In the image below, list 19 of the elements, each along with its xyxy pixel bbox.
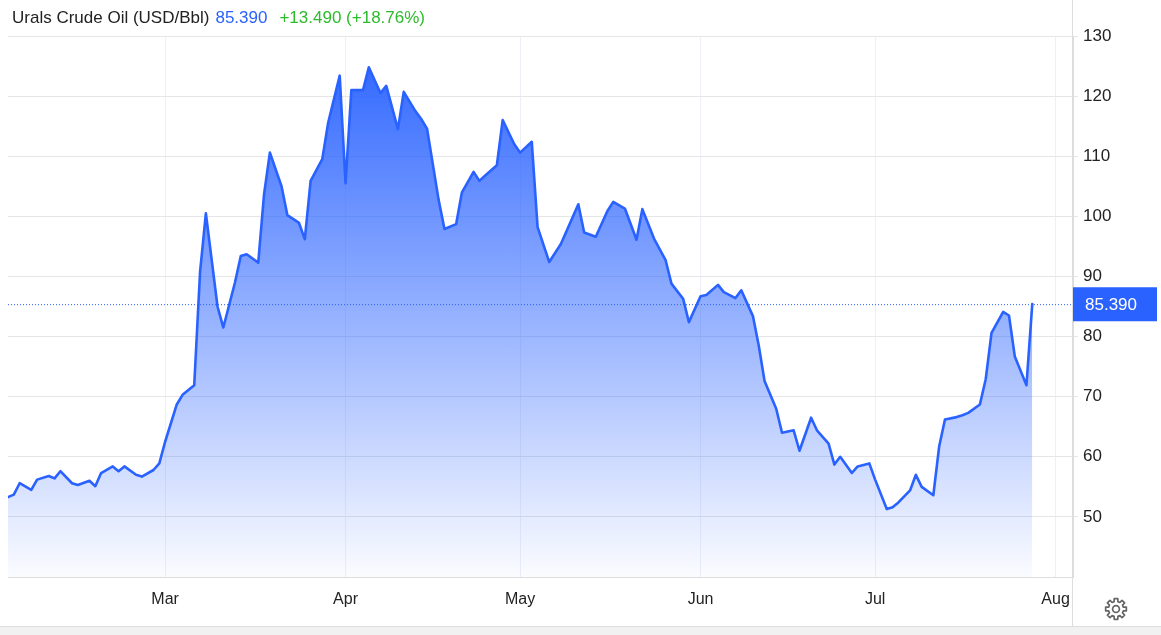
x-tick-label: May	[505, 590, 536, 608]
y-tick-label: 100	[1083, 206, 1112, 226]
y-tick-label: 110	[1083, 145, 1111, 165]
y-tick-label: 80	[1083, 326, 1102, 346]
y-tick-label: 120	[1083, 85, 1112, 105]
y-tick-label: 50	[1083, 506, 1102, 526]
y-tick-label: 90	[1083, 266, 1102, 286]
y-tick-label: 70	[1083, 386, 1102, 406]
ref-line-label: 85.390	[1085, 294, 1137, 314]
text: 85.390	[215, 8, 268, 27]
text: +13.490 (+18.76%)	[279, 8, 425, 27]
x-tick-label: Apr	[333, 590, 359, 608]
x-tick-label: Mar	[151, 590, 180, 608]
x-tick-label: Aug	[1041, 590, 1070, 608]
x-tick-label: Jun	[687, 590, 714, 608]
chart-title: Urals Crude Oil (USD/Bbl)	[12, 8, 210, 27]
x-tick-label: Jul	[864, 590, 886, 608]
y-tick-label: 60	[1083, 446, 1102, 466]
y-tick-label: 130	[1083, 25, 1112, 45]
